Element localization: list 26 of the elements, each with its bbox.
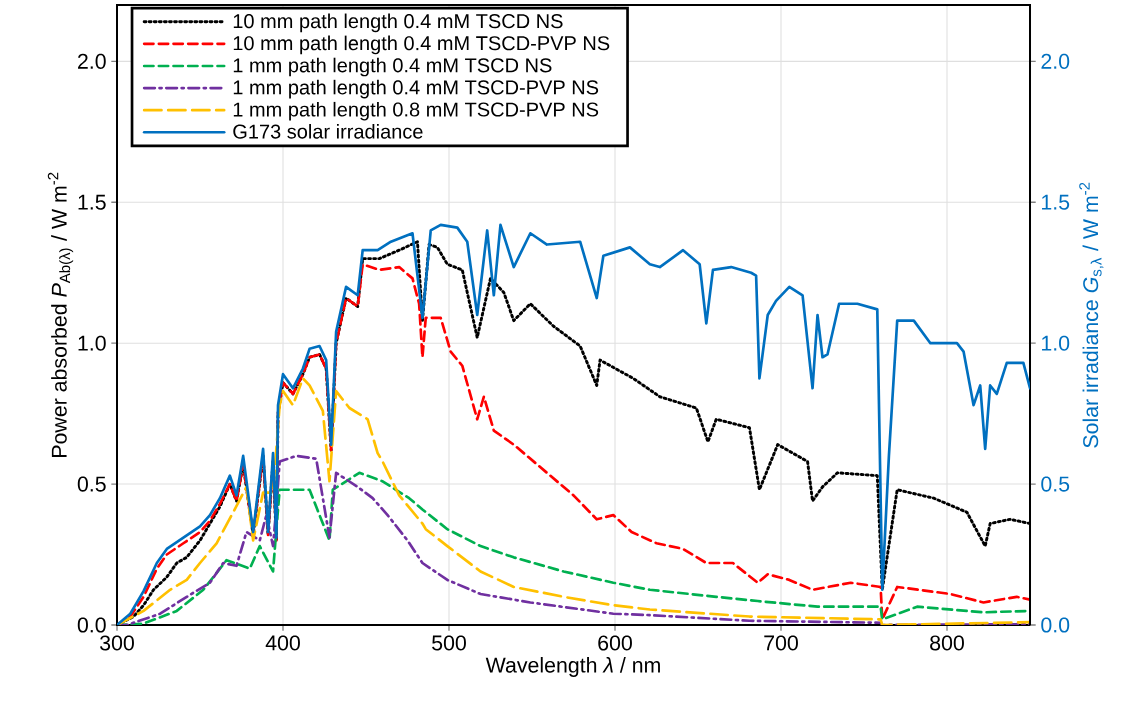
- y-tick-label: 1.0: [78, 335, 106, 351]
- x-tick-label: 700: [764, 635, 798, 651]
- legend-label: 1 mm path length 0.8 mM TSCD-PVP NS: [233, 101, 599, 121]
- y2-tick-label: 0.0: [1041, 617, 1070, 633]
- y-tick-label: 2.0: [78, 53, 106, 69]
- y2-axis-title: Solar irradiance G$_{s,λ}$ / W m$^{-2}$: [1079, 182, 1104, 448]
- legend-label: 1 mm path length 0.4 mM TSCD-PVP NS: [233, 79, 599, 99]
- y2-tick-label: 0.5: [1041, 476, 1070, 492]
- legend-label: 1 mm path length 0.4 mM TSCD NS: [233, 57, 552, 77]
- x-tick-label: 400: [265, 635, 300, 651]
- y-tick-label: 0.5: [77, 476, 106, 492]
- x-tick-label: 300: [100, 635, 134, 651]
- line-series: [117, 377, 1031, 625]
- y2-tick-label: 1.5: [1042, 194, 1070, 210]
- y-tick-label: 1.5: [78, 194, 106, 210]
- legend-label: 10 mm path length 0.4 mM TSCD NS: [233, 13, 563, 33]
- x-axis-title: Wavelength λ / nm: [485, 657, 660, 677]
- legend-label: 10 mm path length 0.4 mM TSCD-PVP NS: [233, 35, 610, 55]
- x-tick-label: 800: [930, 635, 964, 651]
- y-axis-title: Power absorbed P$_{Ab(λ)}$ / W m$^{-2}$: [47, 172, 74, 457]
- y2-tick-label: 1.0: [1042, 335, 1070, 351]
- legend-label: G173 solar irradiance: [233, 123, 423, 139]
- y-tick-label: 0.0: [77, 617, 106, 633]
- x-tick-label: 600: [598, 635, 632, 651]
- y2-tick-label: 2.0: [1041, 53, 1070, 69]
- x-tick-label: 500: [432, 635, 466, 651]
